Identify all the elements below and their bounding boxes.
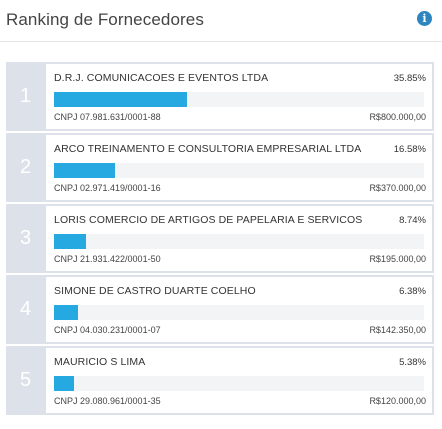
supplier-percent: 6.38%	[399, 286, 426, 297]
panel-title: Ranking de Fornecedores	[6, 10, 204, 29]
share-bar-fill	[54, 305, 78, 320]
ranking-item-4[interactable]: 4 SIMONE DE CASTRO DUARTE COELHO 6.38% C…	[6, 275, 434, 344]
share-bar-track	[54, 92, 424, 107]
ranking-item-2[interactable]: 2 ARCO TREINAMENTO E CONSULTORIA EMPRESA…	[6, 133, 434, 202]
supplier-value: R$370.000,00	[369, 183, 426, 193]
supplier-cnpj: CNPJ 29.080.961/0001-35	[54, 396, 161, 406]
supplier-value: R$142.350,00	[369, 325, 426, 335]
supplier-cnpj: CNPJ 21.931.422/0001-50	[54, 254, 161, 264]
rank-number: 1	[19, 85, 32, 107]
supplier-card: ARCO TREINAMENTO E CONSULTORIA EMPRESARI…	[46, 135, 432, 200]
panel-header: Ranking de Fornecedores i	[0, 0, 442, 42]
supplier-name: ARCO TREINAMENTO E CONSULTORIA EMPRESARI…	[54, 143, 362, 155]
rank-number: 5	[19, 369, 32, 391]
share-bar-track	[54, 163, 424, 178]
supplier-value: R$120.000,00	[369, 396, 426, 406]
supplier-cnpj: CNPJ 02.971.419/0001-16	[54, 183, 161, 193]
supplier-cnpj: CNPJ 04.030.231/0001-07	[54, 325, 161, 335]
share-bar-fill	[54, 92, 187, 107]
rank-number: 3	[19, 227, 32, 249]
share-bar-fill	[54, 234, 87, 249]
supplier-value: R$800.000,00	[369, 112, 426, 122]
supplier-name: MAURICIO S LIMA	[54, 356, 146, 368]
supplier-card: SIMONE DE CASTRO DUARTE COELHO 6.38% CNP…	[46, 277, 432, 342]
share-bar-fill	[54, 163, 116, 178]
supplier-cnpj: CNPJ 07.981.631/0001-88	[54, 112, 161, 122]
share-bar-track	[54, 376, 424, 391]
info-icon[interactable]: i	[417, 11, 432, 26]
supplier-percent: 8.74%	[399, 215, 426, 226]
supplier-card: MAURICIO S LIMA 5.38% CNPJ 29.080.961/00…	[46, 348, 432, 413]
supplier-percent: 16.58%	[393, 144, 426, 155]
supplier-card: LORIS COMERCIO DE ARTIGOS DE PAPELARIA E…	[46, 206, 432, 271]
share-bar-track	[54, 234, 424, 249]
supplier-percent: 5.38%	[399, 357, 426, 368]
supplier-card: D.R.J. COMUNICACOES E EVENTOS LTDA 35.85…	[46, 64, 432, 129]
supplier-name: D.R.J. COMUNICACOES E EVENTOS LTDA	[54, 72, 269, 84]
supplier-name: SIMONE DE CASTRO DUARTE COELHO	[54, 285, 256, 297]
supplier-percent: 35.85%	[393, 73, 426, 84]
share-bar-track	[54, 305, 424, 320]
ranking-item-1[interactable]: 1 D.R.J. COMUNICACOES E EVENTOS LTDA 35.…	[6, 62, 434, 131]
supplier-value: R$195.000,00	[369, 254, 426, 264]
supplier-name: LORIS COMERCIO DE ARTIGOS DE PAPELARIA E…	[54, 214, 364, 226]
ranking-item-5[interactable]: 5 MAURICIO S LIMA 5.38% CNPJ 29.080.961/…	[6, 346, 434, 415]
rank-number: 4	[19, 298, 32, 320]
ranking-item-3[interactable]: 3 LORIS COMERCIO DE ARTIGOS DE PAPELARIA…	[6, 204, 434, 273]
rank-number: 2	[19, 156, 32, 178]
share-bar-fill	[54, 376, 74, 391]
